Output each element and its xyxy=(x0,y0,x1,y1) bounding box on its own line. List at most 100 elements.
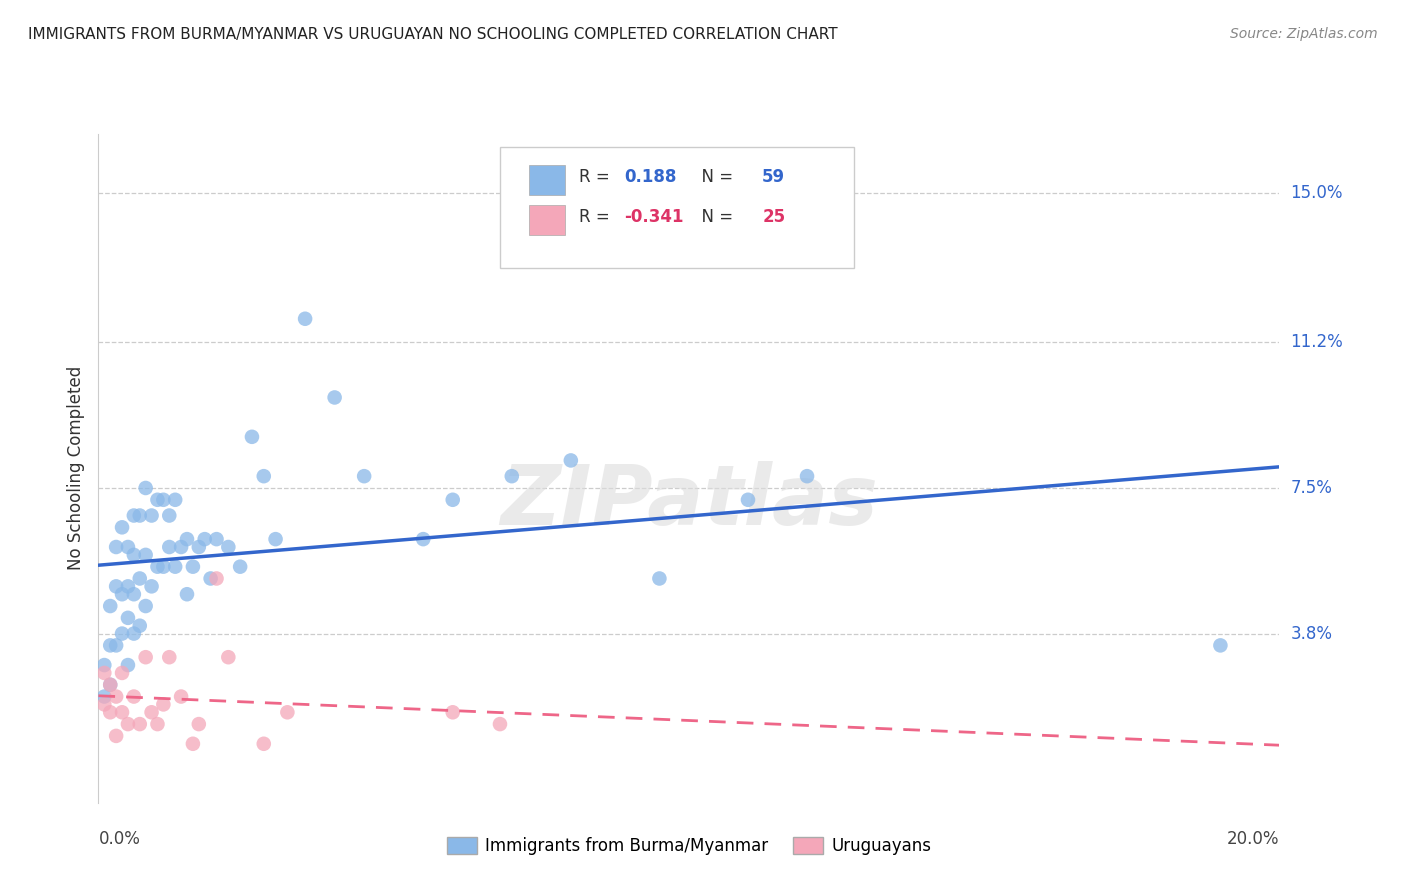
Point xyxy=(122,508,145,523)
Point xyxy=(152,698,174,712)
Point xyxy=(253,737,276,751)
Point xyxy=(93,690,115,704)
Point xyxy=(105,639,128,653)
Point xyxy=(165,559,187,574)
Point xyxy=(157,540,180,554)
Point xyxy=(111,520,134,534)
Point xyxy=(93,698,115,712)
Point xyxy=(648,572,671,586)
Point xyxy=(122,587,145,601)
Point xyxy=(1209,639,1232,653)
Y-axis label: No Schooling Completed: No Schooling Completed xyxy=(66,367,84,570)
Text: 0.0%: 0.0% xyxy=(98,830,141,847)
Text: R =: R = xyxy=(579,169,614,186)
Text: 15.0%: 15.0% xyxy=(1291,184,1343,202)
Point xyxy=(98,678,121,692)
Text: 7.5%: 7.5% xyxy=(1291,479,1333,497)
Point xyxy=(205,532,228,546)
Point xyxy=(135,481,157,495)
Point xyxy=(117,611,139,625)
Point xyxy=(194,532,217,546)
Text: 0.188: 0.188 xyxy=(624,169,676,186)
Point xyxy=(276,706,298,720)
Point xyxy=(98,599,121,613)
Point xyxy=(441,706,464,720)
Point xyxy=(146,717,169,731)
Point xyxy=(146,559,169,574)
Point xyxy=(501,469,523,483)
Point xyxy=(105,540,128,554)
Text: N =: N = xyxy=(692,169,738,186)
Point xyxy=(181,559,204,574)
Point xyxy=(105,690,128,704)
Text: IMMIGRANTS FROM BURMA/MYANMAR VS URUGUAYAN NO SCHOOLING COMPLETED CORRELATION CH: IMMIGRANTS FROM BURMA/MYANMAR VS URUGUAY… xyxy=(28,27,838,42)
Point xyxy=(135,548,157,562)
Point xyxy=(181,737,204,751)
Text: ZIPatlas: ZIPatlas xyxy=(501,461,877,542)
Point xyxy=(240,430,263,444)
Point xyxy=(105,729,128,743)
Point xyxy=(141,706,163,720)
Point xyxy=(165,492,187,507)
Text: N =: N = xyxy=(692,209,738,227)
Point xyxy=(412,532,434,546)
Point xyxy=(111,626,134,640)
Point xyxy=(152,492,174,507)
Point xyxy=(176,532,198,546)
Point xyxy=(141,579,163,593)
Point xyxy=(98,678,121,692)
FancyBboxPatch shape xyxy=(530,205,565,235)
Point xyxy=(117,717,139,731)
Point xyxy=(187,717,209,731)
Point xyxy=(294,311,316,326)
Point xyxy=(253,469,276,483)
Point xyxy=(737,492,759,507)
Point xyxy=(157,508,180,523)
Point xyxy=(117,579,139,593)
Point xyxy=(135,650,157,665)
Legend: Immigrants from Burma/Myanmar, Uruguayans: Immigrants from Burma/Myanmar, Uruguayan… xyxy=(440,830,938,862)
Point xyxy=(796,469,818,483)
Point xyxy=(93,658,115,673)
Point xyxy=(117,540,139,554)
Point xyxy=(200,572,222,586)
Point xyxy=(170,540,193,554)
Point xyxy=(105,579,128,593)
Text: 20.0%: 20.0% xyxy=(1227,830,1279,847)
Point xyxy=(489,717,512,731)
Point xyxy=(170,690,193,704)
Point xyxy=(323,391,346,405)
FancyBboxPatch shape xyxy=(501,147,855,268)
Point xyxy=(117,658,139,673)
Text: 11.2%: 11.2% xyxy=(1291,334,1343,351)
Point xyxy=(560,453,582,467)
Point xyxy=(111,706,134,720)
Point xyxy=(111,665,134,680)
Text: -0.341: -0.341 xyxy=(624,209,683,227)
Text: Source: ZipAtlas.com: Source: ZipAtlas.com xyxy=(1230,27,1378,41)
Text: 3.8%: 3.8% xyxy=(1291,624,1333,642)
FancyBboxPatch shape xyxy=(530,165,565,195)
Point xyxy=(128,717,150,731)
Point xyxy=(441,492,464,507)
Point xyxy=(157,650,180,665)
Point xyxy=(122,690,145,704)
Point xyxy=(229,559,252,574)
Point xyxy=(146,492,169,507)
Text: 59: 59 xyxy=(762,169,786,186)
Point xyxy=(98,706,121,720)
Point xyxy=(128,572,150,586)
Point xyxy=(217,650,239,665)
Point xyxy=(122,626,145,640)
Point xyxy=(187,540,209,554)
Point xyxy=(135,599,157,613)
Point xyxy=(152,559,174,574)
Point xyxy=(141,508,163,523)
Point xyxy=(205,572,228,586)
Text: 25: 25 xyxy=(762,209,786,227)
Point xyxy=(128,618,150,632)
Point xyxy=(111,587,134,601)
Point xyxy=(217,540,239,554)
Point xyxy=(98,639,121,653)
Point xyxy=(264,532,287,546)
